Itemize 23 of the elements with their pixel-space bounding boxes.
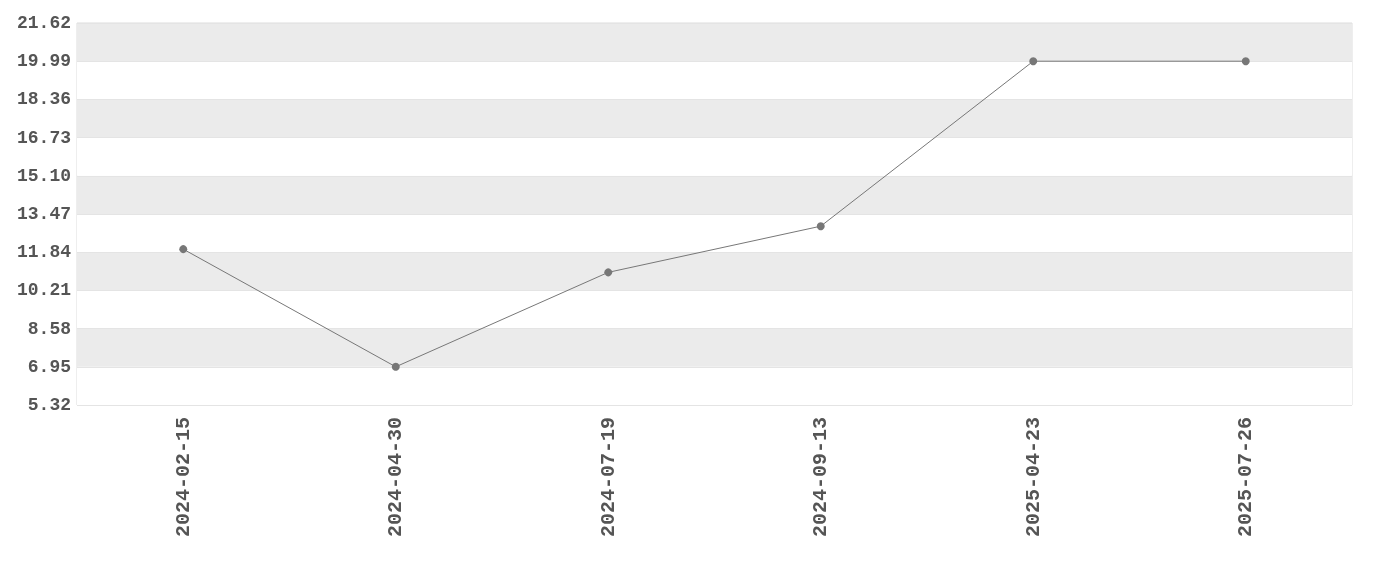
- y-tick-label: 5.32: [27, 395, 71, 415]
- point: [391, 362, 400, 371]
- x-tick-label: 2024-02-15: [171, 417, 195, 538]
- y-tick-label: 15.10: [16, 165, 71, 186]
- y-tick-label: 8.58: [27, 318, 71, 339]
- y-tick-label: 21.62: [16, 13, 71, 33]
- x-tick-label: 2025-04-23: [1021, 417, 1045, 538]
- y-tick-label: 10.21: [16, 280, 72, 301]
- y-tick-label: 16.73: [16, 127, 71, 148]
- point: [1029, 57, 1038, 66]
- x-tick-label: 2024-09-13: [809, 417, 833, 538]
- point: [816, 222, 825, 231]
- x-tick-label: 2024-07-19: [596, 417, 620, 538]
- y-tick-label: 18.36: [16, 89, 71, 110]
- y-tick-label: 11.84: [16, 242, 72, 263]
- y-tick-label: 6.95: [27, 356, 71, 377]
- x-tick-label: 2024-04-30: [384, 417, 408, 538]
- point: [604, 268, 613, 277]
- point: [1241, 57, 1250, 66]
- x-tick-label: 2025-07-26: [1234, 417, 1258, 538]
- point: [179, 245, 188, 254]
- y-tick-label: 13.47: [16, 204, 71, 224]
- y-tick-label: 19.99: [16, 51, 71, 72]
